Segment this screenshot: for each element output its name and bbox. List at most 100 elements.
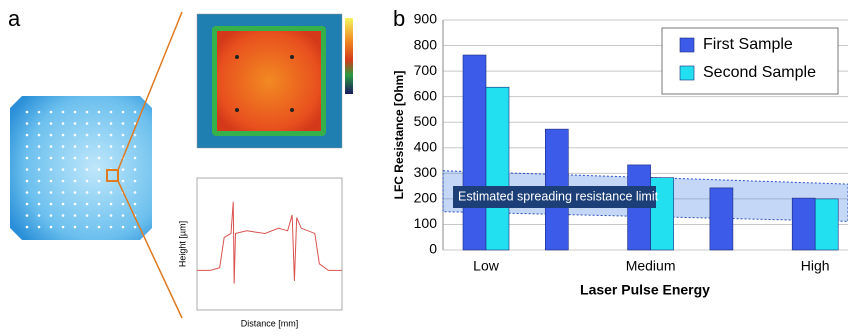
dot <box>122 180 125 183</box>
dot <box>98 145 101 148</box>
dot <box>38 157 41 160</box>
dot <box>74 226 77 229</box>
dot <box>38 226 41 229</box>
dot <box>62 168 65 171</box>
annotation: Estimated spreading resistance limit <box>458 189 659 203</box>
dot <box>110 111 113 114</box>
heatmap-plateau <box>217 31 321 131</box>
dot <box>110 191 113 194</box>
dot <box>26 122 29 125</box>
bar <box>486 87 509 250</box>
dot <box>26 214 29 217</box>
panel-label: a <box>8 6 21 31</box>
dot <box>26 145 29 148</box>
dot <box>86 111 89 114</box>
bar <box>792 198 815 250</box>
dot <box>98 203 101 206</box>
dot <box>98 168 101 171</box>
dot <box>74 214 77 217</box>
dot <box>38 214 41 217</box>
dot <box>110 145 113 148</box>
bar <box>815 199 838 250</box>
dot <box>74 122 77 125</box>
dot <box>122 145 125 148</box>
dot <box>50 111 53 114</box>
legend-label: Second Sample <box>703 64 816 81</box>
dot <box>26 203 29 206</box>
dot <box>50 134 53 137</box>
heatmap-spot <box>235 55 239 59</box>
dot <box>110 122 113 125</box>
dot <box>122 214 125 217</box>
dot <box>86 134 89 137</box>
dot <box>134 145 137 148</box>
x-axis-title: Laser Pulse Energy <box>580 282 710 298</box>
dot <box>98 134 101 137</box>
dot <box>62 191 65 194</box>
dot <box>50 191 53 194</box>
x-axis-title: Distance [mm] <box>241 318 299 328</box>
y-tick-label: 100 <box>414 215 438 231</box>
legend-swatch <box>680 38 694 52</box>
profile-frame <box>197 178 342 310</box>
dot <box>86 180 89 183</box>
dot <box>134 191 137 194</box>
y-tick-label: 300 <box>414 164 438 180</box>
dot <box>134 180 137 183</box>
dot <box>26 157 29 160</box>
dot <box>26 111 29 114</box>
dot <box>122 122 125 125</box>
y-tick-label: 800 <box>414 36 438 52</box>
dot <box>86 203 89 206</box>
dot <box>74 157 77 160</box>
dot <box>134 203 137 206</box>
dot <box>98 111 101 114</box>
dot <box>50 145 53 148</box>
dot <box>38 134 41 137</box>
dot <box>50 157 53 160</box>
y-tick-label: 900 <box>414 11 438 27</box>
dot <box>110 134 113 137</box>
dot <box>38 191 41 194</box>
y-tick-label: 600 <box>414 87 438 103</box>
dot <box>62 134 65 137</box>
y-tick-label: 700 <box>414 62 438 78</box>
heatmap-spot <box>290 55 294 59</box>
dot <box>50 203 53 206</box>
dot <box>74 191 77 194</box>
dot <box>62 122 65 125</box>
dot <box>38 122 41 125</box>
dot <box>86 214 89 217</box>
figure: a b Distance [mm]Height [µm]010020030040… <box>0 0 848 331</box>
dot <box>86 226 89 229</box>
dot <box>62 180 65 183</box>
dot <box>86 157 89 160</box>
dot <box>134 226 137 229</box>
x-tick-label: Low <box>473 258 500 274</box>
y-axis-title: Height [µm] <box>177 221 187 267</box>
dot <box>74 203 77 206</box>
dot <box>50 122 53 125</box>
y-tick-label: 400 <box>414 138 438 154</box>
dot <box>38 180 41 183</box>
dot <box>98 180 101 183</box>
dot <box>122 203 125 206</box>
dot <box>50 180 53 183</box>
legend-swatch <box>680 66 694 80</box>
dot <box>110 226 113 229</box>
x-tick-label: Medium <box>626 258 676 274</box>
dot <box>98 226 101 229</box>
y-tick-label: 500 <box>414 113 438 129</box>
dot <box>62 111 65 114</box>
wafer-image <box>10 96 152 240</box>
colorbar <box>345 18 353 94</box>
dot <box>26 134 29 137</box>
dot <box>110 157 113 160</box>
y-tick-label: 0 <box>429 241 437 257</box>
dot <box>26 180 29 183</box>
heatmap-spot <box>235 108 239 112</box>
dot <box>74 134 77 137</box>
dot <box>134 134 137 137</box>
dot <box>74 168 77 171</box>
dot <box>86 145 89 148</box>
